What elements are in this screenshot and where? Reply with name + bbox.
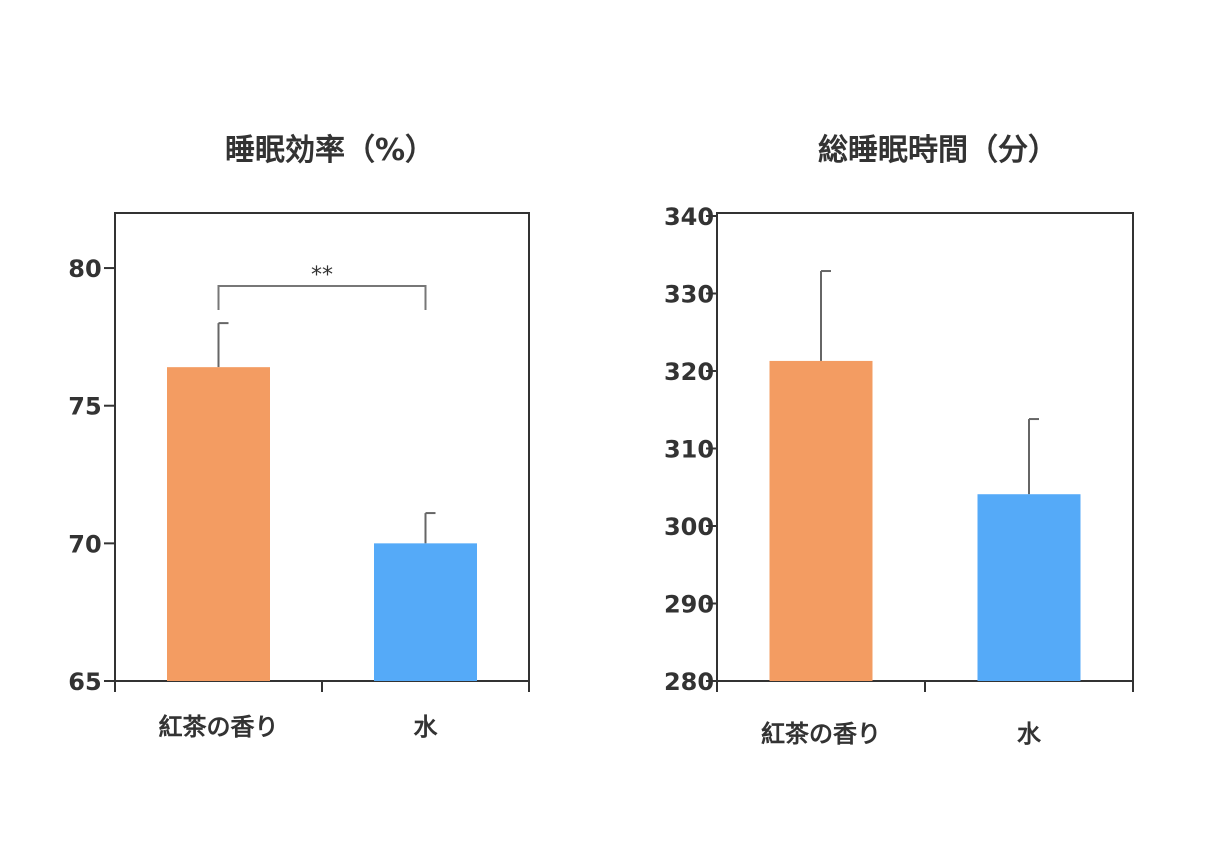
y-tick-label: 330 [664,281,714,309]
y-tick-label: 80 [68,255,101,283]
y-tick-label: 300 [664,513,714,541]
chart-sleep-efficiency: 睡眠効率（%） 65 70 75 80 紅茶の香り 水 ** [68,133,530,741]
bar [977,494,1081,681]
y-tick-label: 340 [664,203,714,231]
bar [769,360,873,681]
x-category-label: 紅茶の香り [761,720,881,748]
y-tick-label: 75 [68,393,101,421]
x-category-label: 水 [414,713,439,741]
y-tick-label: 290 [664,591,714,619]
significance-bracket [217,285,427,310]
x-category-label: 水 [1017,720,1042,748]
chart-title: 睡眠効率（%） [225,133,435,168]
significance-label: ** [311,263,333,288]
bar [374,543,477,681]
chart-title: 総睡眠時間（分） [818,133,1058,168]
y-tick-label: 280 [664,668,714,696]
chart-total-sleep-time: 総睡眠時間（分） 280 290 300 310 320 330 340 紅茶の香り 水 [664,133,1134,748]
y-tick-label: 70 [68,530,101,558]
y-tick-label: 320 [664,358,714,386]
y-tick-label: 310 [664,436,714,464]
bar [167,367,270,681]
y-tick-label: 65 [68,668,101,696]
x-category-label: 紅茶の香り [159,713,279,741]
